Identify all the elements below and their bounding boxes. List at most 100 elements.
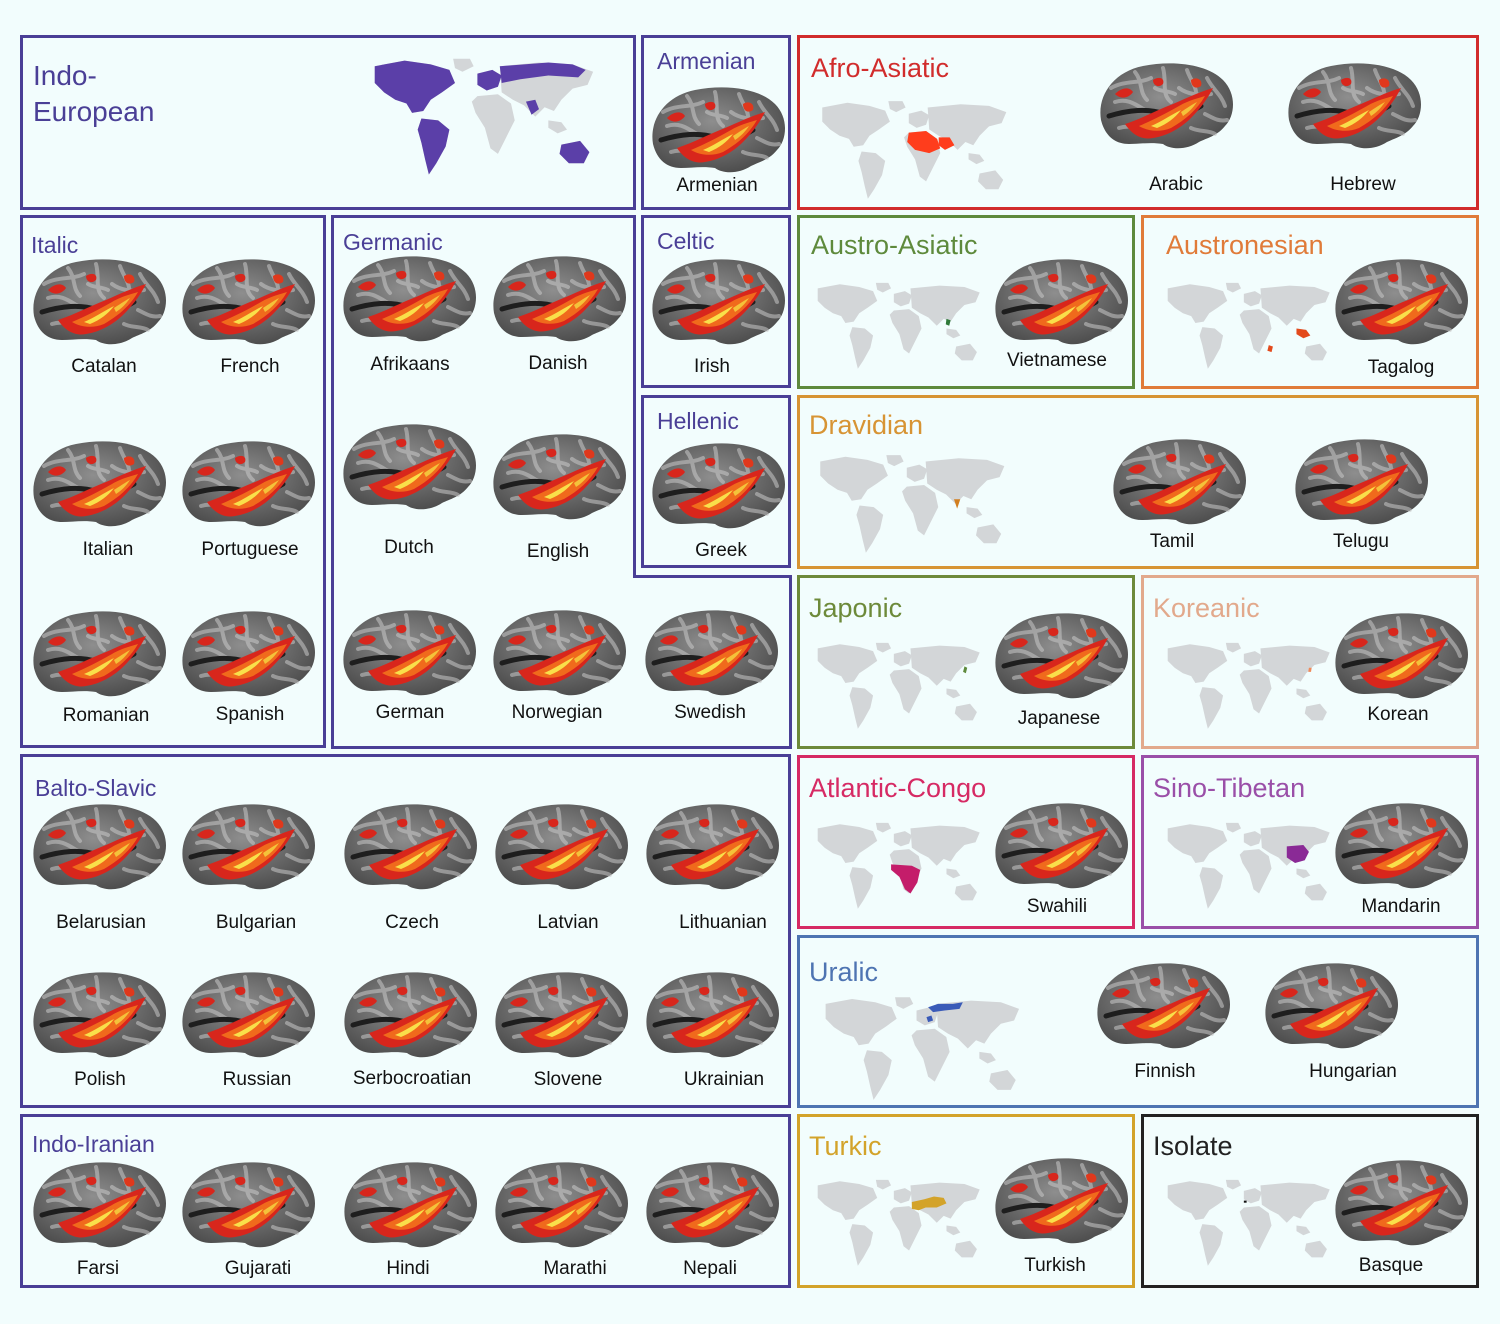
- world-map: [811, 98, 1016, 216]
- language-label-german: German: [375, 702, 445, 723]
- language-label-japanese: Japanese: [1017, 708, 1101, 729]
- brain-map-afrikaans: [338, 251, 480, 347]
- world-map: [808, 1177, 988, 1281]
- language-label-finnish: Finnish: [1134, 1061, 1196, 1082]
- language-label-basque: Basque: [1358, 1255, 1424, 1276]
- language-label-swahili: Swahili: [1026, 896, 1088, 917]
- brain-map-czech: [339, 799, 481, 895]
- language-label-romanian: Romanian: [62, 705, 150, 726]
- language-label-vietnamese: Vietnamese: [1007, 350, 1107, 371]
- language-label-telugu: Telugu: [1333, 531, 1389, 552]
- panel-afro-asiatic: Afro-Asiatic Arabic Hebrew: [797, 35, 1479, 210]
- brain-map-finnish: [1092, 958, 1234, 1054]
- panel-austronesian: Austronesian Tagalog: [1141, 215, 1479, 389]
- language-label-gujarati: Gujarati: [224, 1258, 292, 1279]
- panel-title: Afro-Asiatic: [811, 53, 950, 83]
- brain-map-latvian: [490, 799, 632, 895]
- brain-map-vietnamese: [990, 254, 1132, 350]
- brain-map-hindi: [339, 1157, 481, 1253]
- language-label-irish: Irish: [694, 356, 730, 377]
- language-label-danish: Danish: [528, 353, 588, 374]
- brain-map-english: [488, 429, 630, 525]
- panel-dravidian: Dravidian Tamil Telugu: [797, 395, 1479, 569]
- language-label-arabic: Arabic: [1149, 174, 1203, 195]
- panel-title: Isolate: [1153, 1131, 1233, 1161]
- language-label-marathi: Marathi: [543, 1258, 607, 1279]
- brain-map-tamil: [1108, 434, 1250, 530]
- language-label-slovene: Slovene: [533, 1069, 603, 1090]
- panel-title: Koreanic: [1153, 593, 1260, 623]
- language-label-korean: Korean: [1367, 704, 1429, 725]
- panel-uralic: Uralic Finnish Hungarian: [797, 935, 1479, 1108]
- brain-map-gujarati: [177, 1157, 319, 1253]
- panel-title: Indo-Iranian: [32, 1131, 155, 1157]
- language-label-spanish: Spanish: [215, 704, 285, 725]
- world-map: [1158, 1177, 1338, 1281]
- brain-map-japanese: [990, 608, 1132, 704]
- panel-japonic: Japonic Japanese: [797, 575, 1135, 749]
- language-label-french: French: [220, 356, 280, 377]
- panel-indo-european: Indo- European: [20, 35, 636, 210]
- language-label-norwegian: Norwegian: [511, 702, 603, 723]
- panel-title: Japonic: [809, 593, 903, 623]
- language-label-catalan: Catalan: [71, 356, 137, 377]
- brain-map-ukrainian: [641, 967, 783, 1063]
- language-label-farsi: Farsi: [76, 1258, 120, 1279]
- language-label-tamil: Tamil: [1149, 531, 1195, 552]
- panel-title: Austro-Asiatic: [811, 230, 978, 260]
- brain-map-russian: [177, 967, 319, 1063]
- language-label-serbocroatian: Serbocroatian: [352, 1068, 472, 1089]
- language-label-belarusian: Belarusian: [56, 912, 146, 933]
- world-map: [808, 820, 988, 924]
- panel-title: Italic: [31, 232, 79, 258]
- brain-map-nepali: [641, 1157, 783, 1253]
- world-map: [1158, 280, 1338, 384]
- brain-map-irish: [647, 254, 789, 350]
- language-label-tagalog: Tagalog: [1367, 357, 1435, 378]
- panel-title: Germanic: [343, 229, 443, 255]
- language-label-afrikaans: Afrikaans: [370, 354, 450, 375]
- panel-title: Atlantic-Congo: [809, 773, 987, 803]
- brain-map-swahili: [990, 798, 1132, 894]
- world-map: [814, 994, 1029, 1118]
- panel-title: Indo- European: [33, 60, 155, 127]
- brain-map-polish: [28, 967, 170, 1063]
- panel-title: Sino-Tibetan: [1153, 773, 1306, 803]
- language-label-swedish: Swedish: [674, 702, 746, 723]
- world-map: [809, 452, 1014, 570]
- panel-title: Celtic: [657, 228, 715, 254]
- language-label-bulgarian: Bulgarian: [215, 912, 297, 933]
- language-label-russian: Russian: [222, 1069, 292, 1090]
- panel-hellenic: Hellenic Greek: [641, 395, 791, 568]
- panel-balto-slavic: Balto-Slavic Belarusian Bulgarian Czech …: [20, 754, 791, 1108]
- brain-map-slovene: [490, 967, 632, 1063]
- panel-isolate: Isolate Basque: [1141, 1114, 1479, 1288]
- language-label-italian: Italian: [82, 539, 134, 560]
- panel-title: Hellenic: [657, 408, 739, 434]
- language-label-latvian: Latvian: [537, 912, 599, 933]
- world-map: [1158, 820, 1338, 924]
- panel-title: Balto-Slavic: [35, 775, 157, 801]
- brain-map-belarusian: [28, 799, 170, 895]
- language-label-greek: Greek: [695, 540, 747, 561]
- world-map: [374, 55, 615, 175]
- panel-celtic: Celtic Irish: [641, 215, 791, 388]
- language-label-mandarin: Mandarin: [1361, 896, 1441, 917]
- language-label-dutch: Dutch: [384, 537, 434, 558]
- language-label-nepali: Nepali: [683, 1258, 737, 1279]
- panel-koreanic: Koreanic Korean: [1141, 575, 1479, 749]
- language-label-lithuanian: Lithuanian: [679, 912, 767, 933]
- panel-turkic: Turkic Turkish: [797, 1114, 1135, 1288]
- language-label-turkish: Turkish: [1024, 1255, 1086, 1276]
- language-label-hindi: Hindi: [386, 1258, 430, 1279]
- panel-germanic: Germanic Afrikaans Danish Dutch English …: [331, 215, 791, 748]
- brain-map-marathi: [490, 1157, 632, 1253]
- panel-italic: Italic Catalan French Italian Portuguese…: [20, 215, 326, 748]
- brain-map-norwegian: [488, 605, 630, 701]
- brain-map-greek: [647, 438, 789, 534]
- brain-map-dutch: [338, 419, 480, 515]
- brain-map-mandarin: [1330, 798, 1472, 894]
- panel-atlantic-congo: Atlantic-Congo Swahili: [797, 755, 1135, 929]
- brain-map-korean: [1330, 608, 1472, 704]
- language-label-hebrew: Hebrew: [1330, 174, 1396, 195]
